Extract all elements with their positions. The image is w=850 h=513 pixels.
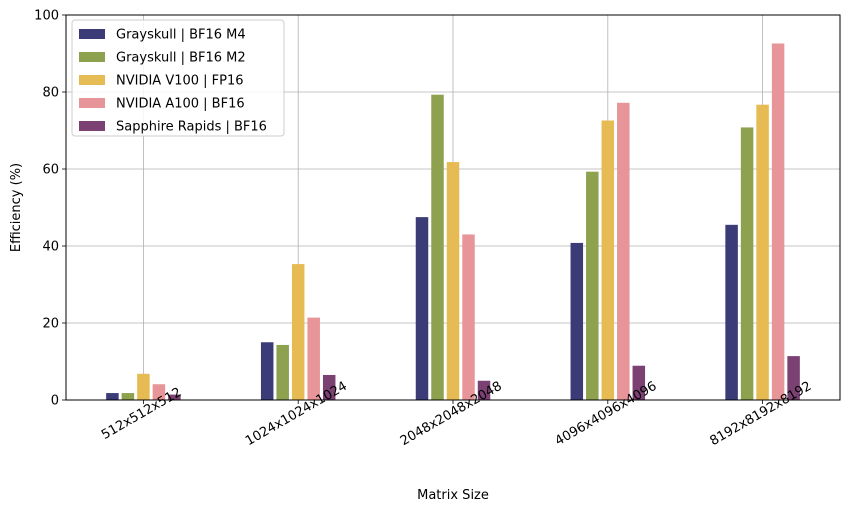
y-tick-label: 100 (34, 9, 59, 24)
legend-swatch (79, 98, 105, 108)
bar (771, 43, 785, 401)
legend: Grayskull | BF16 M4 Grayskull | BF16 M2 NV… (71, 19, 285, 137)
legend-entry: NVIDIA A100 | BF16 (116, 97, 245, 112)
legend-swatch (79, 75, 105, 85)
bar (137, 373, 150, 400)
legend-swatch (79, 29, 105, 39)
bar (787, 356, 800, 400)
legend-entry: Grayskull | BF16 M2 (116, 51, 246, 66)
bar (725, 224, 738, 400)
bar (276, 344, 289, 400)
bar (431, 94, 444, 400)
legend-entry: Grayskull | BF16 M4 (116, 28, 246, 43)
y-axis-title: Efficiency (%) (9, 163, 24, 252)
y-tick-label: 20 (42, 317, 59, 332)
y-axis: 0 20 40 60 80 100 (34, 9, 66, 409)
bar (740, 127, 754, 401)
bar (601, 120, 615, 401)
bar (121, 393, 135, 400)
legend-entry: NVIDIA V100 | FP16 (116, 74, 244, 89)
bar (586, 171, 599, 400)
bar (477, 380, 491, 400)
y-tick-label: 80 (42, 86, 59, 101)
bar (106, 393, 119, 400)
bar (446, 162, 460, 400)
legend-swatch (79, 52, 105, 62)
bar (307, 317, 320, 400)
x-axis-title: Matrix Size (417, 488, 489, 503)
bar (322, 374, 336, 400)
bar (570, 242, 584, 400)
y-tick-label: 0 (51, 394, 59, 409)
bar (617, 102, 630, 400)
bar (260, 342, 274, 400)
bar (168, 394, 181, 400)
y-tick-label: 60 (42, 163, 59, 178)
legend-box (71, 19, 285, 137)
bar (756, 104, 769, 400)
bar (462, 234, 475, 400)
legend-swatch (79, 121, 105, 131)
bar (152, 384, 166, 400)
bar (291, 264, 305, 400)
y-tick-label: 40 (42, 240, 59, 255)
legend-entry: Sapphire Rapids | BF16 (116, 120, 267, 135)
bar (632, 365, 646, 400)
bar (415, 217, 429, 400)
bars (106, 43, 800, 401)
